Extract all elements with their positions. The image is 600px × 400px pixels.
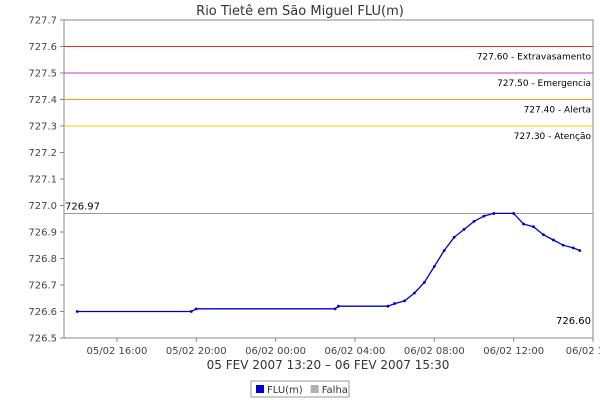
series-point xyxy=(542,233,545,237)
reference-line-label: 726.97 xyxy=(65,201,100,212)
y-tick-label: 727.1 xyxy=(28,175,57,186)
series-point xyxy=(442,249,446,252)
reference-line-label: 727.30 - Atenção xyxy=(514,132,592,142)
plot-area xyxy=(63,19,594,339)
x-tick-label: 06/02 00:00 xyxy=(245,346,306,357)
x-tick-label: 06/02 12:00 xyxy=(483,346,544,357)
reference-line-label: 727.60 - Extravasamento xyxy=(477,53,592,63)
y-tick-label: 726.5 xyxy=(28,334,57,345)
y-axis: 726.5 726.6 726.7 726.8 726.9 727.0 727.1 727.2… xyxy=(28,16,64,345)
x-tick-label: 05/02 20:00 xyxy=(166,346,227,357)
reference-line-label: 727.40 - Alerta xyxy=(524,106,591,116)
y-tick-label: 727.5 xyxy=(28,69,57,80)
series-point xyxy=(561,243,565,247)
series-point xyxy=(551,238,555,242)
x-axis: 05/02 16:00 05/02 20:00 06/02 00:00 06/02 0… xyxy=(86,338,600,357)
series-point xyxy=(482,214,486,218)
y-tick-label: 727.6 xyxy=(28,42,57,53)
series-group xyxy=(75,212,582,313)
legend: FLU(m) Falha xyxy=(250,380,350,398)
x-tick-label: 06/02 16:0 xyxy=(566,346,600,357)
series-point xyxy=(452,235,456,239)
y-tick-label: 727.3 xyxy=(28,122,57,133)
series-point xyxy=(512,212,516,215)
y-tick-label: 726.6 xyxy=(28,307,57,318)
legend-label: FLU(m) xyxy=(267,385,303,396)
series-point xyxy=(522,222,525,226)
x-tick-label: 06/02 04:00 xyxy=(325,346,386,357)
legend-label: Falha xyxy=(322,385,348,396)
series-point xyxy=(75,310,79,313)
series-point xyxy=(432,265,436,268)
x-tick-label: 05/02 16:00 xyxy=(86,346,147,357)
series-point xyxy=(333,307,337,311)
series-point xyxy=(492,212,496,215)
legend-swatch xyxy=(310,385,319,393)
y-tick-label: 726.7 xyxy=(28,281,57,292)
series-point xyxy=(393,302,397,305)
y-tick-label: 726.8 xyxy=(28,254,57,265)
series-point xyxy=(422,280,426,284)
min-value-label: 726.60 xyxy=(556,316,591,327)
series-point xyxy=(386,304,390,308)
reference-line-label: 727.50 - Emergencia xyxy=(497,79,591,89)
y-tick-label: 727.2 xyxy=(28,148,57,159)
chart-subtitle: 05 FEV 2007 13:20 – 06 FEV 2007 15:30 xyxy=(207,358,450,372)
y-tick-label: 726.9 xyxy=(28,228,57,239)
series-point xyxy=(532,225,535,229)
series-point xyxy=(194,307,198,311)
x-tick-label: 06/02 08:00 xyxy=(404,346,465,357)
series-point xyxy=(337,304,340,308)
legend-swatch xyxy=(256,385,264,393)
series-point xyxy=(413,291,416,295)
series-point xyxy=(462,227,466,231)
chart-title: Rio Tietê em São Miguel FLU(m) xyxy=(196,4,404,19)
series-point xyxy=(403,299,406,303)
series-point xyxy=(189,310,193,313)
legend-box xyxy=(250,380,350,398)
y-tick-label: 727.0 xyxy=(28,201,57,212)
series-point xyxy=(571,246,575,250)
y-tick-label: 727.7 xyxy=(28,16,57,27)
y-tick-label: 727.4 xyxy=(28,95,57,106)
series-point xyxy=(472,220,476,223)
series-point xyxy=(578,249,582,252)
